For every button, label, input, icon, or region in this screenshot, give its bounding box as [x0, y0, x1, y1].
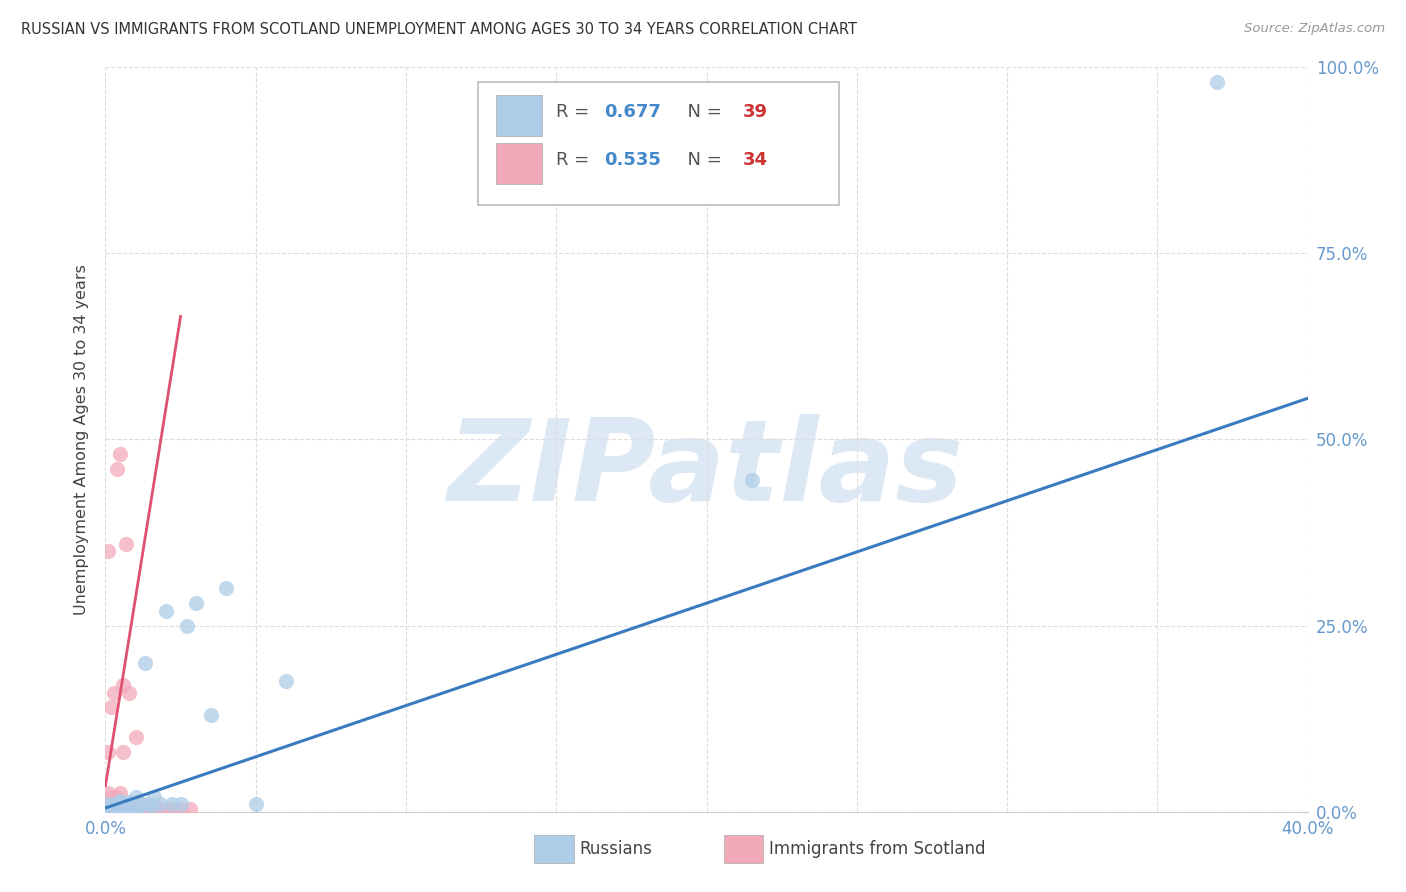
Point: [131, 802, 153, 816]
Point: [118, 800, 141, 814]
Point: [103, 797, 125, 812]
Point: [124, 802, 146, 816]
Text: Russians: Russians: [579, 840, 652, 858]
Text: RUSSIAN VS IMMIGRANTS FROM SCOTLAND UNEMPLOYMENT AMONG AGES 30 TO 34 YEARS CORRE: RUSSIAN VS IMMIGRANTS FROM SCOTLAND UNEM…: [21, 22, 858, 37]
Point: [160, 797, 183, 812]
Point: [103, 685, 125, 699]
Point: [107, 802, 129, 816]
Point: [107, 802, 129, 816]
Point: [107, 796, 129, 810]
Point: [115, 802, 138, 816]
Point: [121, 802, 143, 816]
Point: [97, 797, 120, 812]
Point: [131, 797, 153, 812]
Point: [110, 447, 132, 461]
Point: [110, 802, 132, 816]
Text: 34: 34: [742, 151, 768, 169]
Point: [124, 789, 146, 804]
Point: [97, 801, 120, 815]
Point: [103, 802, 125, 816]
Point: [100, 798, 122, 813]
Y-axis label: Unemployment Among Ages 30 to 34 years: Unemployment Among Ages 30 to 34 years: [75, 264, 90, 615]
Point: [128, 797, 150, 812]
Point: [100, 802, 122, 816]
Point: [97, 803, 120, 817]
Point: [115, 802, 138, 816]
Point: [107, 462, 129, 476]
Bar: [496, 95, 541, 136]
Point: [136, 797, 159, 812]
Text: Immigrants from Scotland: Immigrants from Scotland: [769, 840, 986, 858]
Point: [97, 745, 120, 759]
FancyBboxPatch shape: [478, 82, 839, 204]
Text: Source: ZipAtlas.com: Source: ZipAtlas.com: [1244, 22, 1385, 36]
Point: [1206, 75, 1229, 89]
Point: [112, 802, 135, 816]
Point: [245, 797, 267, 812]
Point: [160, 802, 183, 816]
Point: [112, 678, 135, 692]
Point: [139, 798, 162, 813]
Point: [118, 685, 141, 699]
Point: [148, 797, 170, 812]
Text: 39: 39: [742, 103, 768, 120]
Point: [124, 797, 146, 812]
Point: [134, 802, 156, 816]
Text: R =: R =: [557, 151, 595, 169]
Point: [112, 797, 135, 812]
Point: [176, 618, 198, 632]
Text: N =: N =: [676, 151, 728, 169]
Text: 0.535: 0.535: [605, 151, 661, 169]
Point: [124, 730, 146, 744]
Point: [200, 707, 222, 722]
Bar: [496, 144, 541, 185]
Point: [103, 802, 125, 816]
Point: [169, 797, 191, 812]
Text: R =: R =: [557, 103, 595, 120]
Point: [214, 582, 236, 596]
Point: [145, 802, 167, 816]
Point: [741, 473, 763, 487]
Point: [110, 799, 132, 814]
Point: [142, 789, 165, 804]
Point: [134, 656, 156, 670]
Point: [128, 798, 150, 813]
Point: [112, 745, 135, 759]
Point: [169, 802, 191, 816]
Text: ZIPatlas: ZIPatlas: [449, 414, 965, 524]
Point: [184, 596, 207, 610]
Point: [115, 536, 138, 550]
Point: [155, 604, 177, 618]
Point: [100, 700, 122, 714]
Point: [121, 798, 143, 813]
Point: [110, 793, 132, 807]
Point: [118, 795, 141, 809]
Text: 0.677: 0.677: [605, 103, 661, 120]
Point: [97, 797, 120, 812]
Point: [274, 674, 297, 689]
Point: [97, 544, 120, 558]
Text: N =: N =: [676, 103, 728, 120]
Point: [112, 802, 135, 816]
Point: [155, 802, 177, 816]
Point: [110, 803, 132, 817]
Point: [97, 786, 120, 800]
Point: [100, 803, 122, 817]
Point: [115, 797, 138, 812]
Point: [139, 802, 162, 816]
Point: [100, 789, 122, 804]
Point: [97, 803, 120, 817]
Point: [179, 802, 201, 816]
Point: [107, 789, 129, 804]
Point: [110, 786, 132, 800]
